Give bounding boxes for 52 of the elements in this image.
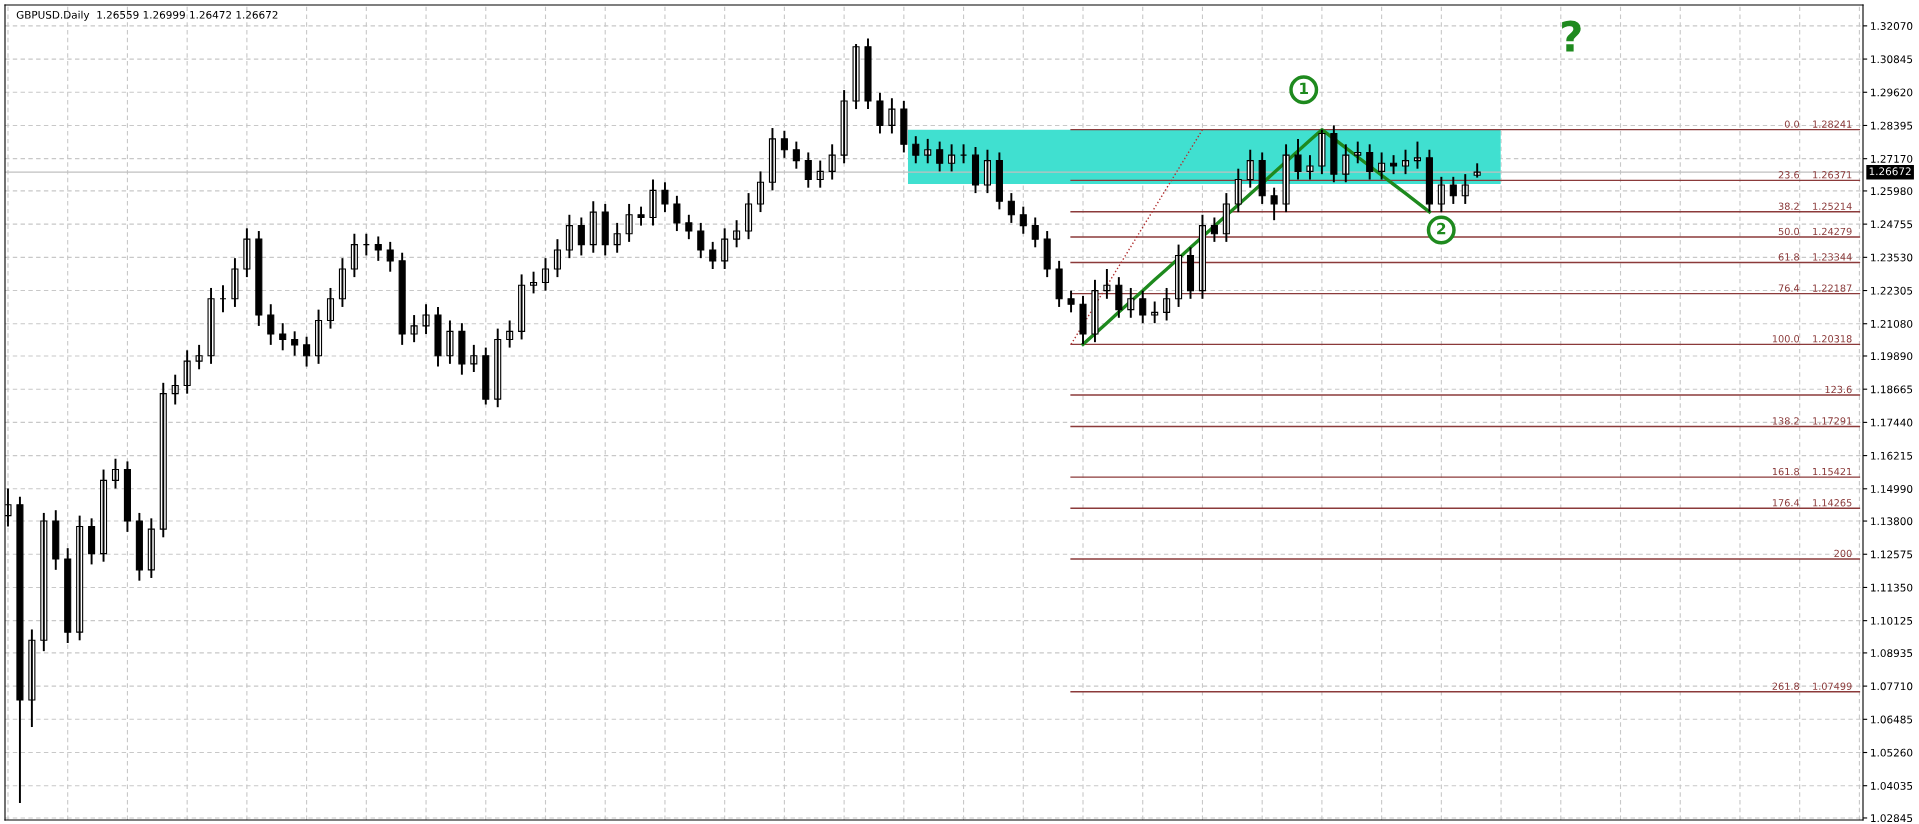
series-label: 61.8 1.23344 [1778, 253, 1852, 261]
y-tick-label: 1.02845 [1871, 814, 1913, 823]
y-tick-label: 1.12575 [1871, 550, 1913, 559]
y-tick-label: 1.25980 [1871, 187, 1913, 196]
series-label: 76.4 1.22187 [1778, 284, 1852, 292]
candlestick [195, 343, 203, 371]
y-tick-label: 1.04035 [1871, 781, 1913, 790]
y-tick-label: 1.18665 [1871, 385, 1913, 394]
y-tick-label: 1.22305 [1871, 286, 1913, 295]
series-label: 100.0 1.20318 [1772, 335, 1852, 343]
ref-line-label: 1.26672 [1869, 167, 1911, 176]
y-tick-label: 1.17440 [1871, 418, 1913, 427]
candlestick [637, 205, 645, 227]
series-label: 123.6 [1825, 385, 1852, 394]
candlestick [1067, 289, 1075, 314]
series-label: 50.0 1.24279 [1778, 227, 1852, 236]
y-tick-label: 1.06485 [1871, 715, 1913, 724]
candlestick [410, 314, 418, 344]
y-tick-label: 1.28395 [1871, 121, 1913, 130]
candlestick [1401, 148, 1410, 176]
series-label: 200 [1834, 549, 1852, 558]
series-label: 0.0 1.28241 [1784, 120, 1852, 128]
y-tick-label: 1.30845 [1871, 55, 1913, 64]
y-tick-label: 1.10125 [1871, 616, 1913, 625]
annotation: 2 [1437, 222, 1446, 235]
annotation: 1 [1300, 82, 1309, 94]
text: GBPUSD.Daily 1.26559 1.26999 1.26472 1.26672 [16, 10, 278, 21]
series-label: 261.8 1.07499 [1772, 682, 1852, 690]
y-tick-label: 1.13800 [1871, 517, 1913, 526]
candlestick [1306, 154, 1314, 181]
y-tick-label: 1.23530 [1871, 253, 1913, 262]
line-series [1070, 128, 1204, 346]
y-tick-label: 1.21080 [1871, 319, 1913, 328]
y-tick-label: 1.27170 [1871, 154, 1913, 163]
series-label: 161.8 1.15421 [1772, 467, 1852, 476]
y-tick-label: 1.07710 [1871, 682, 1913, 691]
series-label: 38.2 1.25214 [1778, 202, 1852, 210]
y-tick-label: 1.29620 [1871, 88, 1913, 97]
series-label: 138.2 1.17291 [1772, 417, 1852, 425]
y-tick-label: 1.32070 [1871, 22, 1913, 30]
y-tick-label: 1.14990 [1871, 485, 1913, 493]
series-label: 23.6 1.26371 [1778, 171, 1852, 179]
annotation: ? [1562, 20, 1581, 52]
y-tick-label: 1.05260 [1871, 748, 1913, 757]
y-tick-label: 1.08935 [1871, 649, 1913, 658]
series-label: 176.4 1.14265 [1772, 499, 1852, 507]
y-tick-label: 1.19890 [1871, 352, 1913, 361]
y-tick-label: 1.16215 [1871, 451, 1913, 460]
candlestick [1270, 186, 1278, 222]
candlestick [422, 303, 430, 336]
y-tick-label: 1.24755 [1871, 220, 1913, 229]
y-tick-label: 1.11350 [1871, 583, 1913, 592]
